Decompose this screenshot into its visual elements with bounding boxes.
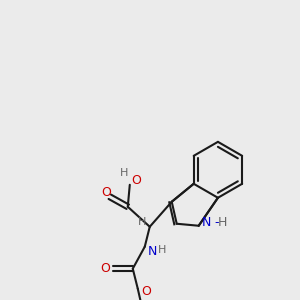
Text: N: N [202,216,211,229]
Text: N: N [148,245,158,258]
Text: O: O [101,186,111,199]
Text: H: H [218,216,227,229]
Text: H: H [138,217,146,227]
Text: O: O [100,262,110,275]
Text: O: O [131,174,141,187]
Text: H: H [158,245,166,255]
Text: O: O [141,285,151,298]
Text: H: H [120,168,128,178]
Text: -: - [214,216,219,229]
